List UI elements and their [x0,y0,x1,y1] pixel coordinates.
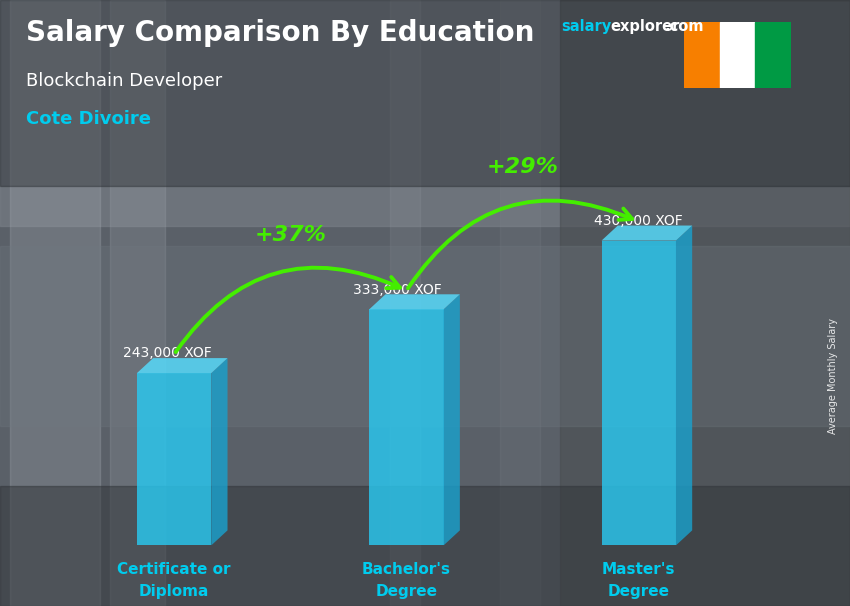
Text: Cote Divoire: Cote Divoire [26,110,150,128]
Polygon shape [137,358,228,373]
Bar [560,0,850,606]
Bar [684,22,720,88]
Text: salary: salary [561,19,611,35]
Text: +29%: +29% [487,157,558,177]
Polygon shape [602,225,692,241]
Text: 333,000 XOF: 333,000 XOF [353,282,441,296]
Polygon shape [444,295,460,545]
Text: Salary Comparison By Education: Salary Comparison By Education [26,19,534,47]
Bar [755,22,790,88]
Text: Average Monthly Salary: Average Monthly Salary [828,318,838,434]
Bar [0,246,850,426]
Bar [369,309,444,545]
Bar [10,0,100,606]
Bar [500,0,540,606]
Bar [0,0,850,226]
Bar [390,0,420,606]
Bar [720,22,755,88]
Bar [137,373,212,545]
Bar [0,486,850,606]
Bar [110,0,165,606]
Text: +37%: +37% [254,225,326,245]
Bar [602,241,676,545]
Polygon shape [676,225,692,545]
Text: Blockchain Developer: Blockchain Developer [26,72,222,90]
Text: 243,000 XOF: 243,000 XOF [123,347,212,361]
Text: 430,000 XOF: 430,000 XOF [594,214,683,228]
Polygon shape [212,358,228,545]
Text: .com: .com [665,19,704,35]
Bar [0,0,850,186]
Text: explorer: explorer [610,19,680,35]
Polygon shape [369,295,460,309]
